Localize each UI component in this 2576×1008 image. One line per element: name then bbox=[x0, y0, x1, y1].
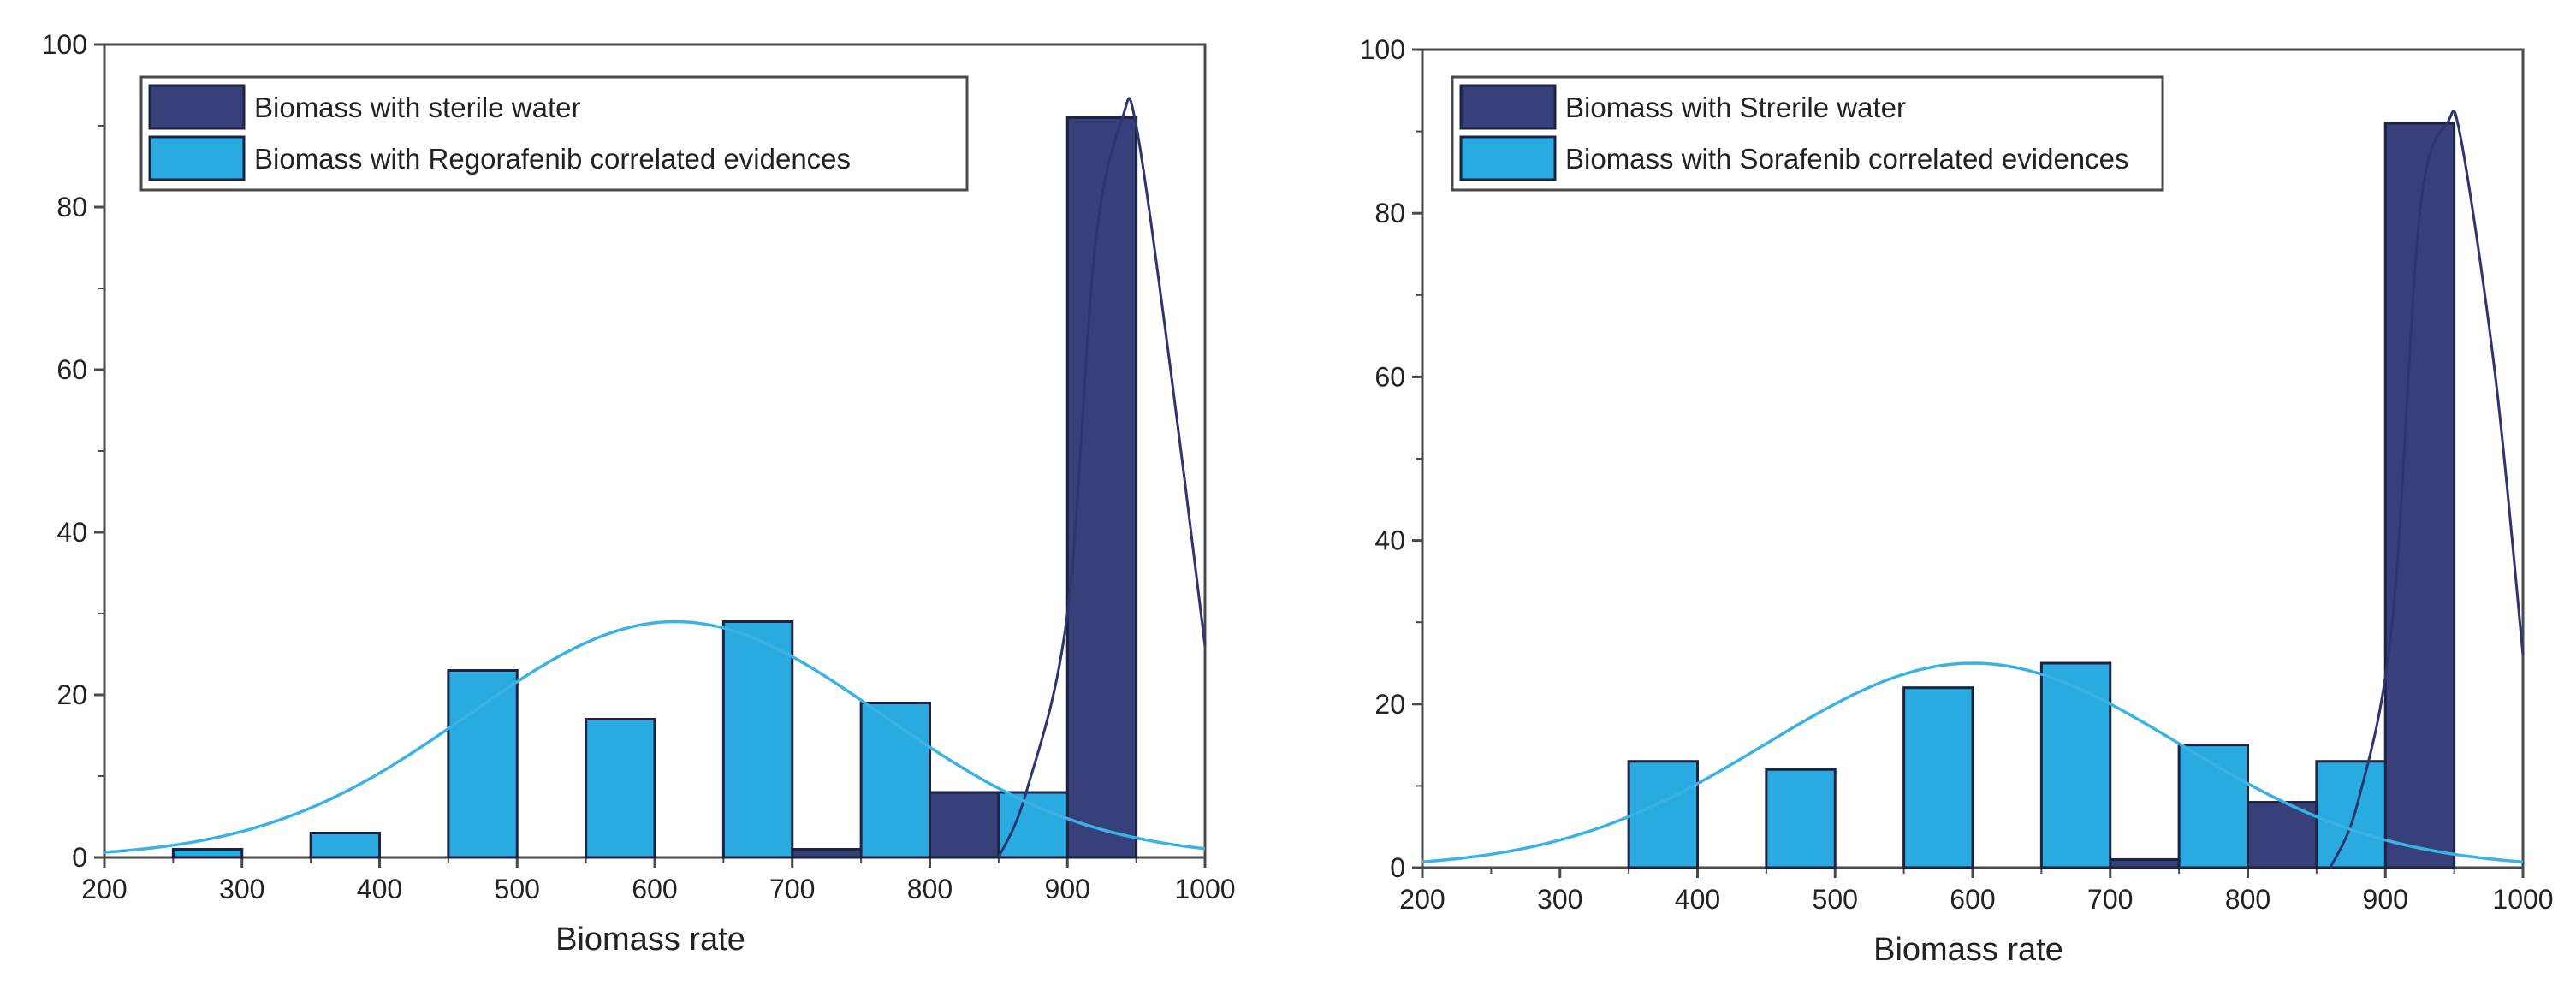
bar-drug bbox=[1765, 768, 1837, 869]
legend-label-water: Biomass with Strerile water bbox=[1565, 92, 1906, 123]
y-tick-label: 0 bbox=[72, 842, 87, 873]
y-tick-label: 0 bbox=[1390, 852, 1405, 883]
bar-drug bbox=[447, 669, 519, 859]
y-tick-label: 40 bbox=[56, 517, 87, 548]
legend-label-water: Biomass with sterile water bbox=[254, 92, 580, 123]
x-tick-label: 600 bbox=[1950, 884, 1995, 915]
legend-swatch-drug bbox=[148, 135, 246, 181]
chart-panel-1: 200 300 400 500 600 700 800 900 1000 0 20 40 60 80 100… bbox=[42, 29, 1236, 958]
y-tick-label: 80 bbox=[1374, 198, 1405, 228]
legend-swatch-drug bbox=[1459, 135, 1557, 181]
x-tick-label: 800 bbox=[2225, 884, 2270, 915]
y-tick-label: 80 bbox=[56, 192, 87, 222]
bar-drug bbox=[721, 620, 794, 859]
x-tick-label: 300 bbox=[219, 874, 264, 904]
fit-curve-drug bbox=[1422, 661, 2524, 863]
legend-swatch-water bbox=[148, 84, 246, 130]
y-tick-label: 100 bbox=[1360, 34, 1405, 65]
bar-water bbox=[2383, 122, 2456, 869]
x-tick-label: 900 bbox=[1045, 874, 1090, 904]
bar-drug bbox=[309, 832, 381, 859]
bar-drug bbox=[171, 848, 244, 859]
fit-curve-water bbox=[2329, 110, 2525, 869]
y-tick-label: 40 bbox=[1374, 525, 1405, 556]
legend-box bbox=[139, 75, 969, 192]
fit-curve-drug bbox=[104, 620, 1206, 854]
legend-label-drug: Biomass with Regorafenib correlated evid… bbox=[254, 143, 851, 175]
bar-water bbox=[791, 848, 863, 859]
bar-water bbox=[929, 791, 1000, 859]
x-tick-label: 300 bbox=[1537, 884, 1582, 915]
x-tick-label: 200 bbox=[1399, 884, 1445, 915]
bar-drug bbox=[585, 718, 656, 859]
x-tick-label: 900 bbox=[2363, 884, 2408, 915]
x-tick-label: 500 bbox=[495, 874, 540, 904]
bar-drug bbox=[997, 791, 1069, 859]
x-tick-label: 700 bbox=[2087, 884, 2133, 915]
x-axis-title: Biomass rate bbox=[1873, 932, 2063, 968]
x-tick-label: 1000 bbox=[1174, 874, 1235, 904]
x-tick-label: 1000 bbox=[2492, 884, 2553, 915]
bar-drug bbox=[1902, 686, 1974, 869]
y-tick-label: 60 bbox=[56, 354, 87, 385]
legend-box bbox=[1451, 75, 2164, 192]
legend-swatch-water bbox=[1459, 84, 1557, 130]
x-tick-label: 200 bbox=[81, 874, 127, 904]
bar-drug bbox=[859, 702, 931, 859]
x-tick-label: 400 bbox=[357, 874, 402, 904]
y-tick-label: 100 bbox=[42, 29, 87, 60]
bar-drug bbox=[2039, 661, 2112, 869]
x-tick-label: 400 bbox=[1675, 884, 1720, 915]
bar-water bbox=[2109, 857, 2181, 869]
fit-curve-water bbox=[997, 97, 1207, 858]
x-tick-label: 500 bbox=[1813, 884, 1858, 915]
x-tick-label: 700 bbox=[769, 874, 815, 904]
legend-label-drug: Biomass with Sorafenib correlated eviden… bbox=[1565, 143, 2129, 175]
bar-drug bbox=[1627, 760, 1699, 869]
y-tick-label: 20 bbox=[56, 679, 87, 710]
x-tick-label: 600 bbox=[632, 874, 677, 904]
chart-panel-2: 200 300 400 500 600 700 800 900 1000 0 20 40 60 80 100… bbox=[1360, 34, 2554, 968]
y-tick-label: 20 bbox=[1374, 689, 1405, 720]
x-tick-label: 800 bbox=[907, 874, 953, 904]
y-tick-label: 60 bbox=[1374, 361, 1405, 392]
x-axis-title: Biomass rate bbox=[555, 922, 745, 958]
bar-drug bbox=[2315, 760, 2387, 869]
